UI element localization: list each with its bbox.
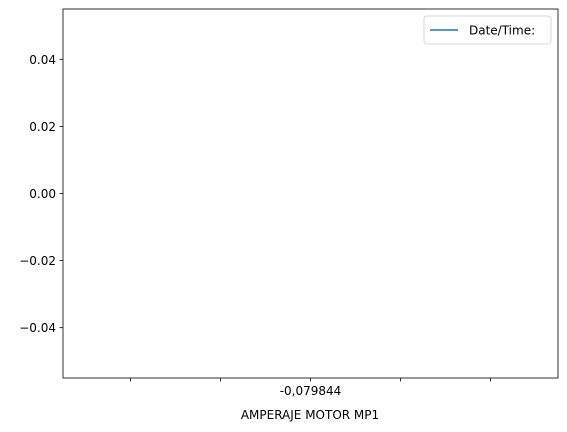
x-tick-label: -0,079844 [280, 384, 342, 398]
y-tick-label: 0.02 [29, 120, 56, 134]
x-axis: -0,079844 [130, 378, 491, 398]
y-axis: −0.04 −0.02 0.00 0.02 0.04 [19, 53, 63, 335]
plot-area [62, 8, 559, 379]
y-tick-label: 0.04 [29, 53, 56, 67]
y-tick-label: −0.02 [19, 254, 56, 268]
x-axis-label: AMPERAJE MOTOR MP1 [241, 408, 379, 422]
y-tick-label: 0.00 [29, 187, 56, 201]
legend: Date/Time: [423, 15, 552, 45]
legend-entry-date-time: Date/Time: [469, 24, 535, 38]
y-tick-label: −0.04 [19, 321, 56, 335]
legend-frame [423, 15, 552, 45]
